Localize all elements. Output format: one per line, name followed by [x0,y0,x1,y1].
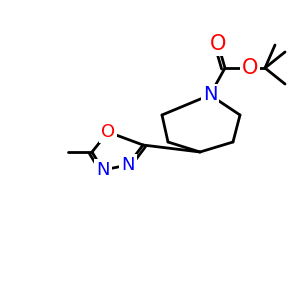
Text: N: N [203,85,217,104]
Text: O: O [101,123,115,141]
Text: O: O [242,58,258,78]
Text: O: O [210,34,226,54]
Text: N: N [121,156,135,174]
Text: N: N [96,161,110,179]
